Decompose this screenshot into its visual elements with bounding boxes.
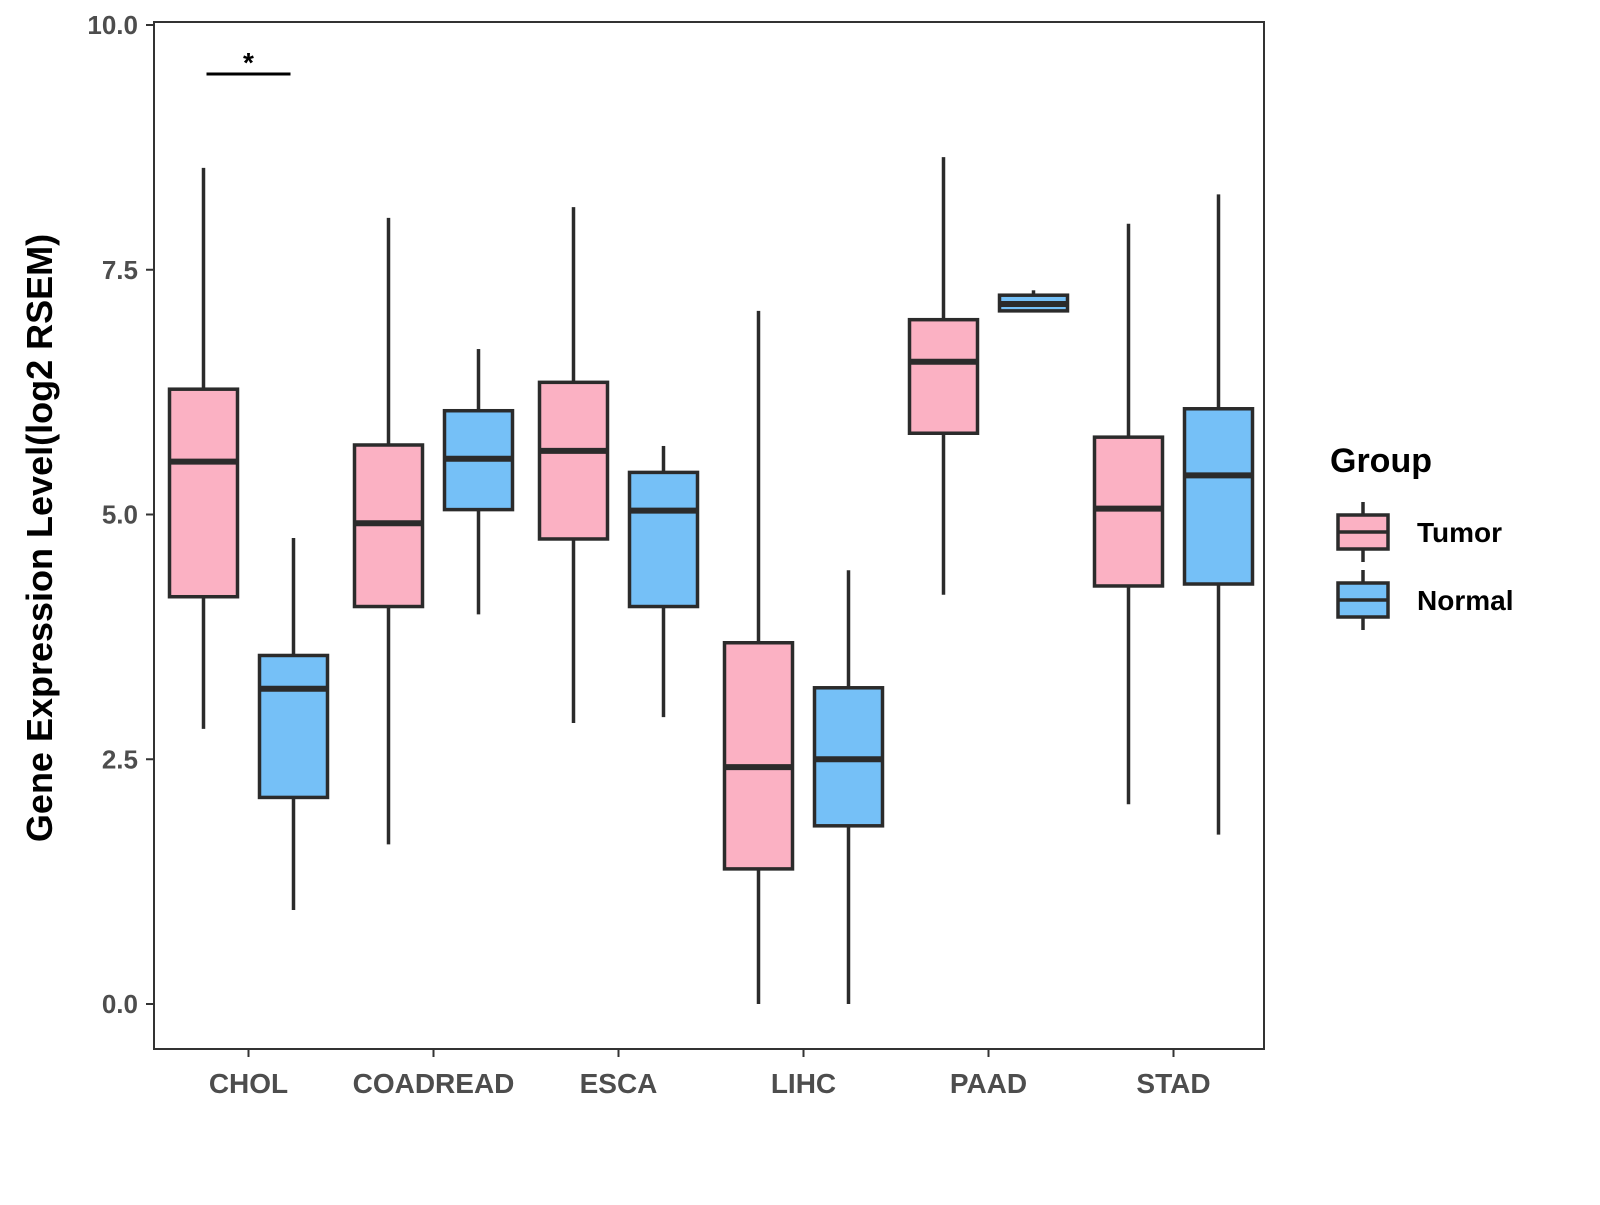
box: [627, 470, 700, 609]
box: [722, 640, 795, 871]
y-tick-label: 10.0: [87, 10, 138, 40]
x-tick-label: LIHC: [771, 1068, 836, 1099]
box-tumor-stad: [1092, 223, 1165, 805]
box-normal-coadread: [442, 349, 515, 615]
y-axis-label: Gene Expression Level(log2 RSEM): [19, 234, 60, 842]
y-tick-label: 2.5: [102, 744, 138, 774]
y-tick-label: 0.0: [102, 989, 138, 1019]
legend: Group Tumor Normal: [1330, 442, 1513, 630]
legend-title: Group: [1330, 442, 1432, 480]
significance-star: *: [243, 47, 254, 78]
box-normal-paad: [997, 290, 1070, 313]
plot-border: [153, 21, 1265, 1050]
box-tumor-paad: [907, 157, 980, 595]
box-normal-stad: [1182, 194, 1255, 835]
box-tumor-coadread: [352, 217, 425, 845]
x-tick-label: STAD: [1136, 1068, 1210, 1099]
y-tick-label: 5.0: [102, 500, 138, 530]
box-normal-chol: [257, 537, 330, 911]
box: [257, 653, 330, 800]
y-tick-label: 7.5: [102, 255, 138, 285]
box-normal-lihc: [812, 570, 885, 1004]
box-tumor-esca: [537, 207, 610, 724]
box-normal-esca: [627, 445, 700, 718]
plot-area: 0.0 2.5 5.0 7.5 10.0 CHOL COADREAD ESCA LIHC PAAD…: [87, 10, 1265, 1099]
legend-label: Normal: [1417, 585, 1513, 616]
box-tumor-chol: [167, 167, 240, 729]
legend-label: Tumor: [1417, 517, 1502, 548]
x-tick-label: PAAD: [950, 1068, 1027, 1099]
legend-item-normal: Normal: [1336, 570, 1513, 630]
box: [167, 387, 240, 599]
x-tick-label: ESCA: [580, 1068, 658, 1099]
box: [907, 317, 980, 435]
box: [537, 380, 610, 541]
x-tick-label: COADREAD: [353, 1068, 515, 1099]
box: [1182, 407, 1255, 586]
legend-item-tumor: Tumor: [1336, 502, 1502, 562]
x-tick-label: CHOL: [209, 1068, 288, 1099]
box-tumor-lihc: [722, 310, 795, 1004]
